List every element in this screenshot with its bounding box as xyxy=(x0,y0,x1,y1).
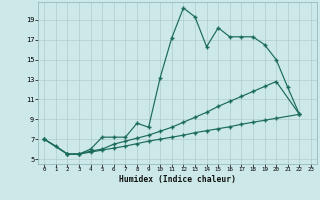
X-axis label: Humidex (Indice chaleur): Humidex (Indice chaleur) xyxy=(119,175,236,184)
